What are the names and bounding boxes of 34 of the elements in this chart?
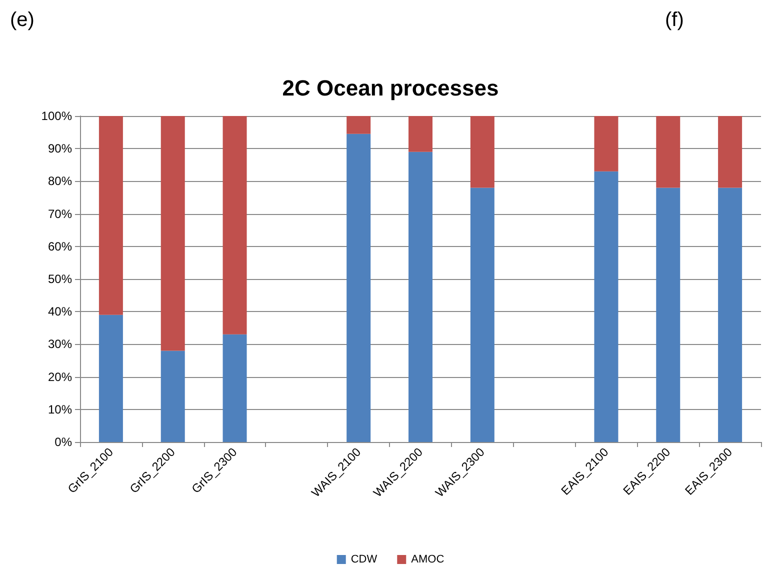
- legend-label: CDW: [350, 554, 378, 566]
- text: (e): [10, 9, 34, 31]
- y-tick-label: 0%: [54, 435, 72, 449]
- bar: [160, 116, 185, 351]
- bar: [160, 350, 185, 442]
- y-tick-label: 70%: [48, 206, 72, 221]
- bar: [656, 116, 680, 188]
- bar: [408, 116, 432, 152]
- bar: [98, 314, 123, 442]
- legend-label: AMOC: [411, 554, 444, 566]
- y-tick-label: 80%: [48, 174, 72, 188]
- bar: [470, 188, 494, 442]
- bar: [594, 116, 618, 172]
- bar: [222, 334, 247, 442]
- bar: [718, 116, 742, 188]
- bar: [408, 152, 432, 442]
- y-tick-label: 30%: [48, 337, 72, 352]
- bar: [594, 171, 618, 442]
- y-tick-label: 20%: [48, 370, 72, 384]
- bar: [98, 116, 123, 315]
- chart-title: 2C Ocean processes: [282, 76, 499, 100]
- y-tick-label: 90%: [48, 142, 72, 156]
- y-tick-label: 60%: [48, 239, 72, 254]
- bar: [718, 188, 742, 442]
- y-tick-label: 100%: [41, 109, 72, 123]
- bar: [346, 116, 371, 134]
- y-tick-label: 50%: [48, 272, 72, 286]
- bar: [656, 188, 680, 442]
- text: (f): [665, 9, 684, 31]
- y-tick-label: 10%: [48, 402, 72, 416]
- bar: [470, 116, 494, 188]
- bar: [222, 116, 247, 334]
- bar: [346, 134, 371, 442]
- y-tick-label: 40%: [48, 304, 72, 319]
